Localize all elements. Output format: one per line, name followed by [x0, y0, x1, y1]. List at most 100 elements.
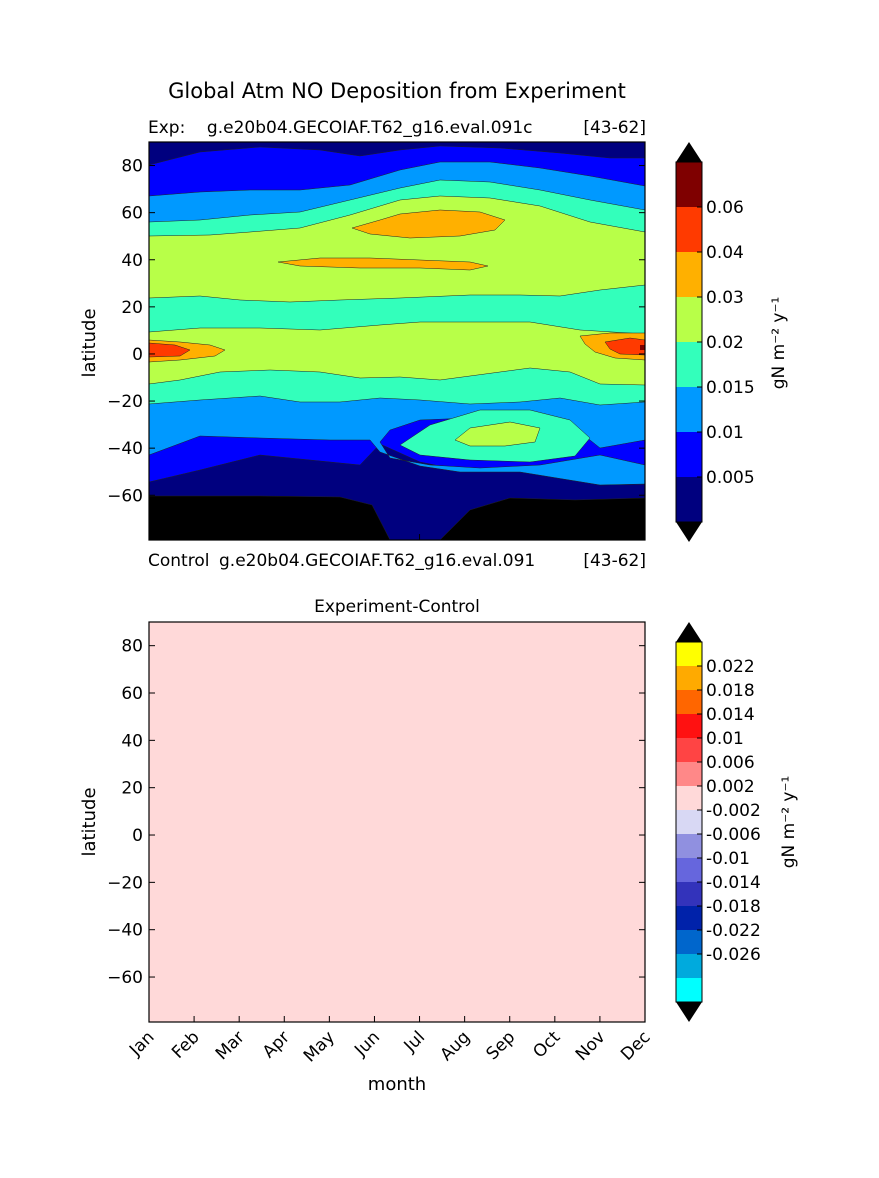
- contour-band-0.06: [640, 345, 645, 350]
- colorbar-tick-label: -0.01: [706, 849, 750, 869]
- colorbar-segment: [676, 642, 702, 666]
- colorbar-segment: [676, 432, 702, 477]
- x-tick-label: Jun: [350, 1027, 384, 1061]
- y-tick-label: −60: [107, 486, 143, 506]
- colorbar-tick-label: -0.006: [706, 825, 761, 845]
- x-tick-label: Sep: [482, 1027, 519, 1064]
- top-title-right: [43-62]: [583, 118, 646, 138]
- colorbar-segment: [676, 714, 702, 738]
- colorbar-segment: [676, 738, 702, 762]
- colorbar-segment: [676, 666, 702, 690]
- colorbar-segment: [676, 906, 702, 930]
- colorbar-segment: [676, 252, 702, 297]
- x-tick-label: Oct: [529, 1027, 564, 1062]
- y-tick-label: −20: [107, 873, 143, 893]
- colorbar-tick-label: -0.018: [706, 897, 761, 917]
- bottom-ylabel: latitude: [79, 787, 100, 856]
- difference-field: [149, 622, 645, 1022]
- bottom-x-axis: Jan Feb Mar Apr May Jun Jul Aug Sep Oct Nov Dec: [125, 1016, 655, 1066]
- colorbar-segment: [676, 834, 702, 858]
- top-title-left: Exp: g.e20b04.GECOIAF.T62_g16.eval.091c: [148, 118, 533, 138]
- colorbar-segment: [676, 690, 702, 714]
- colorbar-segment: [676, 342, 702, 387]
- colorbar-over-arrow: [676, 622, 702, 642]
- y-tick-label: 40: [121, 731, 143, 751]
- colorbar-segment: [676, 162, 702, 207]
- y-tick-label: −20: [107, 392, 143, 412]
- colorbar-tick-label: 0.06: [706, 198, 744, 218]
- bottom-title: Experiment-Control: [314, 597, 480, 617]
- bottom-colorbar: 0.022 0.018 0.014 0.01 0.006 0.002 -0.002 -0.00…: [675, 622, 761, 1022]
- y-tick-label: −40: [107, 439, 143, 459]
- top-axes-frame: [148, 141, 646, 541]
- colorbar-tick-label: 0.022: [706, 657, 755, 677]
- figure-title: Global Atm NO Deposition from Experiment: [168, 79, 626, 103]
- contour-band-0.04: [149, 337, 645, 358]
- colorbar-segment: [676, 978, 702, 1002]
- colorbar-tick-label: -0.022: [706, 921, 761, 941]
- colorbar-segment: [676, 207, 702, 252]
- colorbar-tick-label: 0.01: [706, 729, 744, 749]
- colorbar-segment: [676, 930, 702, 954]
- y-tick-label: 40: [121, 251, 143, 271]
- top-y-axis: 80 60 40 20 0 −20 −40 −60: [107, 157, 645, 506]
- x-tick-label: Jul: [400, 1027, 429, 1056]
- y-tick-label: 80: [121, 157, 143, 177]
- top-bottom-label-middle: g.e20b04.GECOIAF.T62_g16.eval.091: [219, 551, 535, 571]
- colorbar-segment: [676, 477, 702, 522]
- colorbar-tick-label: 0.014: [706, 705, 755, 725]
- colorbar-segment: [676, 882, 702, 906]
- colorbar-segment: [676, 387, 702, 432]
- colorbar-tick-label: 0.018: [706, 681, 755, 701]
- colorbar-tick-label: 0.015: [706, 378, 755, 398]
- colorbar-tick-label: -0.026: [706, 945, 761, 965]
- colorbar-segment: [676, 786, 702, 810]
- y-tick-label: −60: [107, 968, 143, 988]
- colorbar-tick-label: -0.014: [706, 873, 761, 893]
- colorbar-tick-label: 0.006: [706, 753, 755, 773]
- top-colorbar: 0.06 0.04 0.03 0.02 0.015 0.01 0.005: [675, 142, 755, 542]
- colorbar-over-arrow: [676, 142, 702, 162]
- contour-band-0.02: [149, 195, 645, 447]
- colorbar-segment: [676, 810, 702, 834]
- x-tick-label: Feb: [168, 1027, 203, 1062]
- top-bottom-label-left: Control: [148, 551, 209, 571]
- x-tick-label: May: [300, 1027, 339, 1066]
- colorbar-tick-label: 0.02: [706, 333, 744, 353]
- top-x-ticks: [148, 534, 646, 540]
- bottom-xlabel: month: [368, 1074, 426, 1095]
- y-tick-label: 60: [121, 204, 143, 224]
- contour-band-0.03: [149, 209, 645, 363]
- y-tick-label: 20: [121, 779, 143, 799]
- colorbar-tick-label: 0.005: [706, 468, 755, 488]
- bottom-contour-plot: 80 60 40 20 0 −20 −40 −60 Jan Feb Mar Apr May Jun Jul…: [107, 621, 655, 1066]
- colorbar-tick-label: 0.04: [706, 243, 744, 263]
- bottom-axes-frame: [148, 621, 646, 1023]
- x-tick-label: Mar: [212, 1027, 249, 1064]
- y-tick-label: 0: [132, 826, 143, 846]
- top-bottom-label-right: [43-62]: [583, 551, 646, 571]
- colorbar-tick-label: 0.002: [706, 777, 755, 797]
- x-tick-label: Nov: [572, 1027, 610, 1065]
- colorbar-segment: [676, 762, 702, 786]
- y-tick-label: 80: [121, 637, 143, 657]
- colorbar-segment: [676, 858, 702, 882]
- x-tick-label: Jan: [125, 1027, 158, 1060]
- x-tick-label: Dec: [617, 1027, 654, 1064]
- top-contour-plot: 80 60 40 20 0 −20 −40 −60: [107, 141, 646, 541]
- colorbar-under-arrow: [676, 1002, 702, 1022]
- colorbar-tick-label: 0.03: [706, 288, 744, 308]
- y-tick-label: 20: [121, 298, 143, 318]
- colorbar-segment: [676, 297, 702, 342]
- colorbar-under-arrow: [676, 522, 702, 542]
- colorbar-segment: [676, 954, 702, 978]
- x-tick-label: Apr: [259, 1027, 294, 1062]
- y-tick-label: 60: [121, 684, 143, 704]
- colorbar-tick-label: 0.01: [706, 423, 744, 443]
- y-tick-label: −40: [107, 921, 143, 941]
- colorbar-frame: [675, 641, 703, 1003]
- colorbar-tick-label: -0.002: [706, 801, 761, 821]
- bottom-y-axis: 80 60 40 20 0 −20 −40 −60: [107, 637, 645, 988]
- top-colorbar-label: gN m⁻² y⁻¹: [769, 297, 789, 390]
